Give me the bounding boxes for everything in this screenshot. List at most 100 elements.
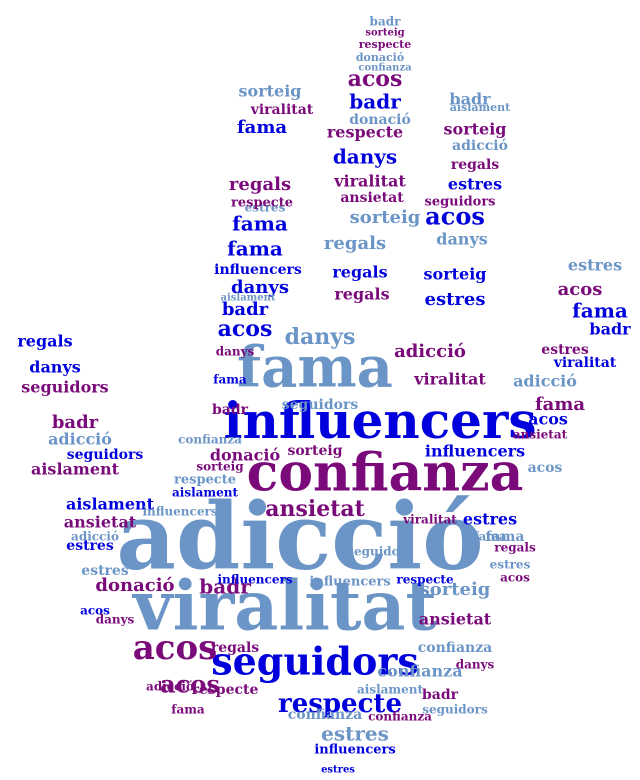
word-adiccio-large: adicció [116, 483, 483, 591]
word-regals-upper2: regals [324, 233, 386, 254]
word-fama-upper2: fama [227, 237, 283, 261]
word-acos-right4: acos [528, 410, 568, 429]
word-danys-right: danys [436, 230, 488, 249]
word-danys-mid: danys [285, 324, 356, 350]
word-ansietat-medium: ansietat [265, 496, 365, 522]
word-confianza-bottom3: confianza [368, 710, 432, 724]
word-viralitat-upper2: viralitat [250, 102, 314, 118]
word-influencers-large: influencers [224, 391, 537, 450]
word-influencers-bottom2: influencers [217, 573, 292, 587]
word-acos-bottom: acos [80, 604, 110, 618]
word-adiccio-right2: adicció [513, 372, 577, 391]
word-influencers-bottom3: influencers [309, 575, 390, 590]
word-estres-medium: estres [321, 722, 389, 746]
word-fama-upper3: fama [237, 117, 287, 138]
word-regals-upper4: regals [334, 285, 389, 304]
word-regals-right2: regals [494, 541, 536, 555]
word-seguidors-bottom: seguidors [422, 703, 488, 717]
word-aislament-upper2: aislament [220, 293, 275, 304]
word-seguidors-right: seguidors [425, 195, 496, 210]
word-badr-right3: badr [589, 320, 631, 339]
word-danys-bottom2: danys [96, 613, 135, 627]
word-badr-upper2: badr [222, 299, 269, 320]
word-viralitat-bottom3: viralitat [402, 513, 457, 527]
word-aislament-mid: aislament [66, 495, 155, 514]
word-seguidors-mid4: seguidors [282, 397, 359, 413]
word-adiccio-right: adicció [452, 138, 508, 154]
word-donacio-mid2: donació [210, 446, 281, 465]
word-influencers-bottom: influencers [314, 743, 395, 758]
word-estres-right3: estres [568, 256, 622, 275]
word-aislament-mid4: aislament [172, 486, 238, 500]
word-acos-upper: acos [348, 66, 403, 92]
word-viralitat-upper: viralitat [333, 172, 406, 191]
word-danys-bottom: danys [456, 658, 495, 672]
word-regals-right: regals [451, 157, 499, 173]
word-confianza-top: confianza [358, 63, 412, 74]
word-acos-right5: acos [528, 460, 563, 476]
word-donacio-upper2: donació [349, 112, 411, 128]
word-confianza-bottom2: confianza [288, 707, 363, 723]
word-estres-right: estres [425, 289, 486, 310]
word-badr-medium: badr [199, 575, 251, 599]
word-badr-top: badr [370, 15, 402, 29]
word-estres-left2: estres [81, 563, 129, 579]
word-sorteig-top: sorteig [365, 28, 404, 39]
word-estres-mid2: estres [463, 510, 517, 529]
word-adiccio-left2: adicció [71, 530, 119, 544]
word-badr-left2: badr [212, 402, 249, 418]
word-sorteig-upper2: sorteig [239, 82, 302, 101]
word-estres-bottom: estres [321, 765, 355, 776]
word-sorteig-mid2: sorteig [287, 443, 342, 459]
word-regals-left: regals [17, 332, 72, 351]
word-influencers-mid4: influencers [142, 505, 217, 519]
word-confianza-mid: confianza [418, 640, 493, 656]
word-sorteig-upper: sorteig [350, 207, 421, 228]
word-influencers-mid: influencers [425, 442, 525, 461]
word-estres-right2: estres [448, 175, 502, 194]
word-respecte-upper3: respecte [231, 196, 293, 211]
word-fama-right: fama [572, 299, 628, 323]
word-viralitat-mid: viralitat [413, 370, 486, 389]
word-confianza-large: confianza [247, 443, 524, 504]
word-seguidors-left: seguidors [21, 378, 108, 397]
word-sorteig-mid4: sorteig [196, 460, 244, 474]
word-regals-upper3: regals [332, 263, 387, 282]
word-aislament-upper3: aislament [450, 101, 511, 114]
word-donacio-medium: donació [95, 575, 174, 596]
word-respecte-mid4: respecte [174, 473, 236, 488]
word-ansietat-right: ansietat [513, 428, 568, 442]
word-sorteig-right2: sorteig [424, 265, 487, 284]
word-acos-right: acos [425, 202, 485, 231]
word-donacio-top: donació [356, 51, 404, 64]
word-fama-large: fama [237, 335, 393, 401]
word-danys-mid4: danys [216, 345, 255, 359]
word-fama-bottom: fama [171, 703, 205, 717]
word-aislament-bottom: aislament [357, 683, 423, 697]
word-estres-upper2: estres [245, 201, 286, 215]
word-adiccio-mid: adicció [394, 341, 466, 362]
word-acos-mid: acos [218, 316, 273, 342]
word-confianza-bottom: confianza [377, 662, 462, 681]
word-aislament-left2: aislament [31, 460, 120, 479]
word-influencers-upper: influencers [214, 262, 302, 278]
word-acos-medium: acos [160, 670, 220, 699]
word-badr-upper: badr [349, 90, 401, 114]
word-fama-right2: fama [535, 394, 585, 415]
word-danys-upper2: danys [231, 277, 289, 298]
word-seguidors-left2: seguidors [67, 447, 144, 463]
word-ansietat-upper: ansietat [340, 190, 404, 206]
word-ansietat-left: ansietat [64, 513, 137, 532]
word-respecte-bottom3: respecte [396, 573, 454, 587]
word-fama-mid4: fama [213, 373, 247, 387]
word-estres-right4: estres [541, 342, 589, 358]
word-regals-bottom: regals [211, 640, 259, 656]
word-seguidors-large: seguidors [211, 639, 419, 684]
word-fama-upper: fama [232, 212, 288, 236]
word-adiccio-left: adicció [48, 430, 112, 449]
word-regals-upper: regals [229, 174, 291, 195]
word-viralitat-right2: viralitat [553, 355, 617, 371]
word-ansietat-mid2: ansietat [419, 610, 492, 629]
word-badr-left: badr [52, 412, 99, 433]
